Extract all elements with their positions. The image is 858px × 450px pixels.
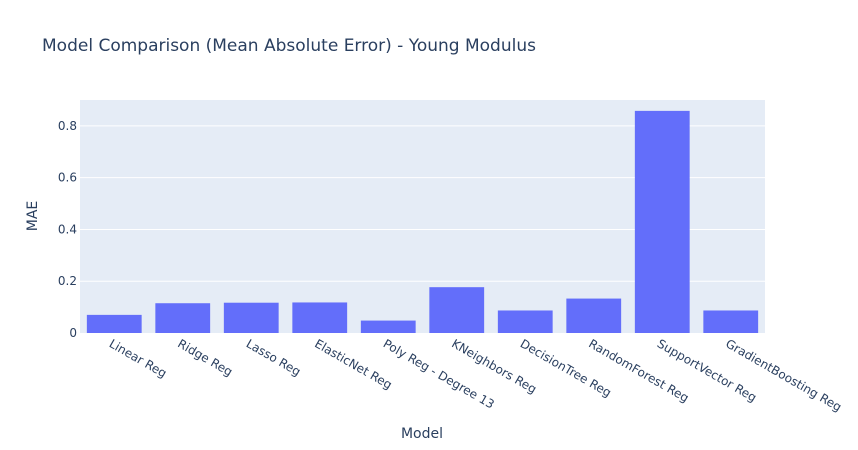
bar[interactable] <box>223 302 279 333</box>
x-axis-ticks: Linear Reg Ridge Reg Lasso Reg ElasticNet R… <box>107 336 844 414</box>
bar[interactable] <box>703 310 759 333</box>
bar[interactable] <box>497 310 553 333</box>
y-tick-label: 0.6 <box>58 171 77 185</box>
x-tick-label: Lasso Reg <box>244 336 303 378</box>
y-tick-label: 0.2 <box>58 274 77 288</box>
y-axis-ticks: 0 0.2 0.4 0.6 0.8 <box>58 119 77 340</box>
bar[interactable] <box>429 287 485 333</box>
bar[interactable] <box>155 303 211 333</box>
y-tick-label: 0.8 <box>58 119 77 133</box>
bar[interactable] <box>566 298 622 333</box>
x-axis-title: Model <box>401 426 443 442</box>
x-tick-label: Linear Reg <box>107 336 169 380</box>
y-tick-label: 0.4 <box>58 222 77 236</box>
bar[interactable] <box>634 110 690 333</box>
x-tick-label: GradientBoosting Reg <box>723 336 844 414</box>
x-tick-label: Poly Reg - Degree 13 <box>381 336 497 411</box>
bar[interactable] <box>86 314 142 333</box>
chart-title: Model Comparison (Mean Absolute Error) -… <box>42 36 536 56</box>
y-axis-title: MAE <box>25 201 41 232</box>
bar[interactable] <box>360 320 416 333</box>
bar[interactable] <box>292 302 348 333</box>
bars <box>86 110 759 333</box>
x-tick-label: Ridge Reg <box>175 336 235 379</box>
y-tick-label: 0 <box>69 326 77 340</box>
